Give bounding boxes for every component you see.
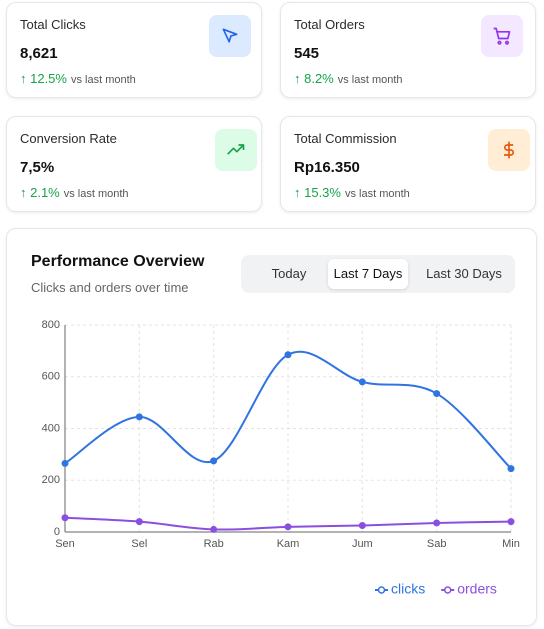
stat-card: Conversion Rate 7,5% ↑ 2.1% vs last month [6, 116, 262, 212]
x-tick-label: Sen [55, 538, 75, 550]
card-title: Total Clicks [20, 17, 86, 32]
legend-label: clicks [391, 581, 425, 597]
stat-card: Total Commission Rp16.350 ↑ 15.3% vs last… [280, 116, 536, 212]
tab-bar: Today Last 7 Days Last 30 Days [241, 255, 515, 293]
panel-title: Performance Overview [31, 253, 205, 270]
card-title: Total Orders [294, 17, 365, 32]
data-point [433, 390, 441, 398]
change: ↑ 12.5% [20, 71, 67, 86]
performance-panel: Performance Overview Clicks and orders o… [6, 228, 537, 626]
data-point [61, 459, 69, 467]
card-value: 7,5% [20, 159, 55, 176]
data-point [433, 519, 441, 527]
change-note: vs last month [337, 74, 403, 86]
data-point [358, 378, 366, 386]
y-tick-label: 200 [42, 474, 60, 486]
data-point [210, 525, 218, 533]
icon [481, 15, 523, 57]
icon [209, 15, 251, 57]
data-point [210, 457, 218, 465]
data-point [507, 465, 515, 473]
icon [488, 129, 530, 171]
data-point [358, 522, 366, 530]
legend-icon [377, 586, 386, 594]
x-tick-label: Kam [277, 538, 300, 550]
x-tick-label: Jum [352, 538, 373, 550]
data-point [135, 518, 143, 526]
x-tick-label: Sel [131, 538, 147, 550]
tab[interactable]: Last 7 Days [328, 259, 408, 289]
y-tick-label: 400 [42, 422, 60, 434]
legend-label: orders [457, 581, 497, 597]
change-note: vs last month [70, 74, 136, 86]
change-note: vs last month [344, 188, 410, 200]
card-change: ↑ 2.1% vs last month [20, 185, 129, 200]
stat-card: Total Orders 545 ↑ 8.2% vs last month [280, 2, 536, 98]
y-tick-label: 800 [42, 319, 60, 331]
tab[interactable]: Last 30 Days [426, 266, 502, 281]
tab[interactable]: Today [271, 266, 307, 281]
icon [215, 129, 257, 171]
card-title: Conversion Rate [20, 131, 117, 146]
change: ↑ 2.1% [20, 185, 60, 200]
data-point [284, 523, 292, 531]
x-tick-label: Min [502, 538, 520, 550]
data-point [284, 351, 292, 359]
card-value: 545 [294, 45, 320, 62]
card-value: 8,621 [20, 45, 58, 62]
x-tick-label: Rab [204, 538, 224, 550]
card-change: ↑ 8.2% vs last month [294, 71, 403, 86]
stat-card: Total Clicks 8,621 ↑ 12.5% vs last month [6, 2, 262, 98]
y-tick-label: 0 [54, 526, 60, 538]
change-note: vs last month [63, 188, 129, 200]
legend-icon [443, 586, 452, 594]
card-change: ↑ 15.3% vs last month [294, 185, 410, 200]
card-value: Rp16.350 [294, 159, 360, 176]
change: ↑ 8.2% [294, 71, 334, 86]
card-title: Total Commission [294, 131, 397, 146]
change: ↑ 15.3% [294, 185, 341, 200]
card-change: ↑ 12.5% vs last month [20, 71, 136, 86]
data-point [135, 413, 143, 421]
x-tick-label: Sab [427, 538, 447, 550]
panel-subtitle: Clicks and orders over time [31, 280, 189, 295]
y-tick-label: 600 [42, 371, 60, 383]
data-point [507, 518, 515, 526]
data-point [61, 514, 69, 522]
